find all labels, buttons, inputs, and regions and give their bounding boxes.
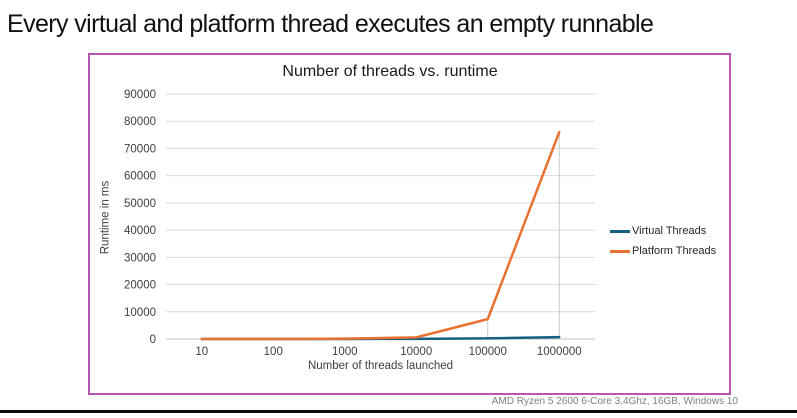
chart-title: Number of threads vs. runtime	[282, 63, 498, 80]
x-tick-label: 100	[264, 346, 283, 358]
x-tick-label: 1000	[332, 346, 358, 358]
virtual-threads-line-swatch	[610, 229, 630, 233]
legend-item-virtual-threads: Virtual Threads	[610, 221, 716, 241]
y-tick-label: 70000	[124, 143, 156, 155]
y-tick-label: 80000	[124, 116, 156, 128]
x-axis-title: Number of threads launched	[307, 360, 454, 372]
x-tick-label: 1000000	[537, 346, 582, 358]
legend-label-virtual-threads: Virtual Threads	[632, 225, 707, 237]
x-tick-label: 10000	[400, 346, 432, 358]
platform-threads-line	[200, 130, 561, 341]
y-tick-label: 50000	[124, 198, 156, 210]
legend-label-platform-threads: Platform Threads	[632, 245, 717, 257]
chart-container: Number of threads vs. runtime Runtime in…	[88, 53, 731, 395]
y-tick-label: 90000	[124, 89, 156, 101]
slide-title: Every virtual and platform thread execut…	[7, 10, 654, 38]
chart-legend: Virtual Threads Platform Threads	[610, 221, 716, 261]
platform-threads-line-swatch	[610, 249, 630, 253]
x-tick-label: 10	[195, 346, 208, 358]
y-tick-label: 60000	[124, 171, 156, 183]
legend-item-platform-threads: Platform Threads	[610, 241, 716, 261]
x-tick-label: 100000	[469, 346, 507, 358]
bottom-divider-bar	[0, 410, 797, 413]
y-tick-label: 30000	[124, 252, 156, 264]
y-tick-label: 0	[150, 334, 156, 346]
hardware-caption: AMD Ryzen 5 2600 6-Core 3.4Ghz, 16GB, Wi…	[491, 396, 738, 407]
y-tick-label: 40000	[124, 225, 156, 237]
y-tick-label: 10000	[124, 307, 156, 319]
line-chart-plot: 0 10000 20000 30000 40000 50000 60000 70000 8000…	[124, 89, 595, 358]
y-tick-label: 20000	[124, 280, 156, 292]
